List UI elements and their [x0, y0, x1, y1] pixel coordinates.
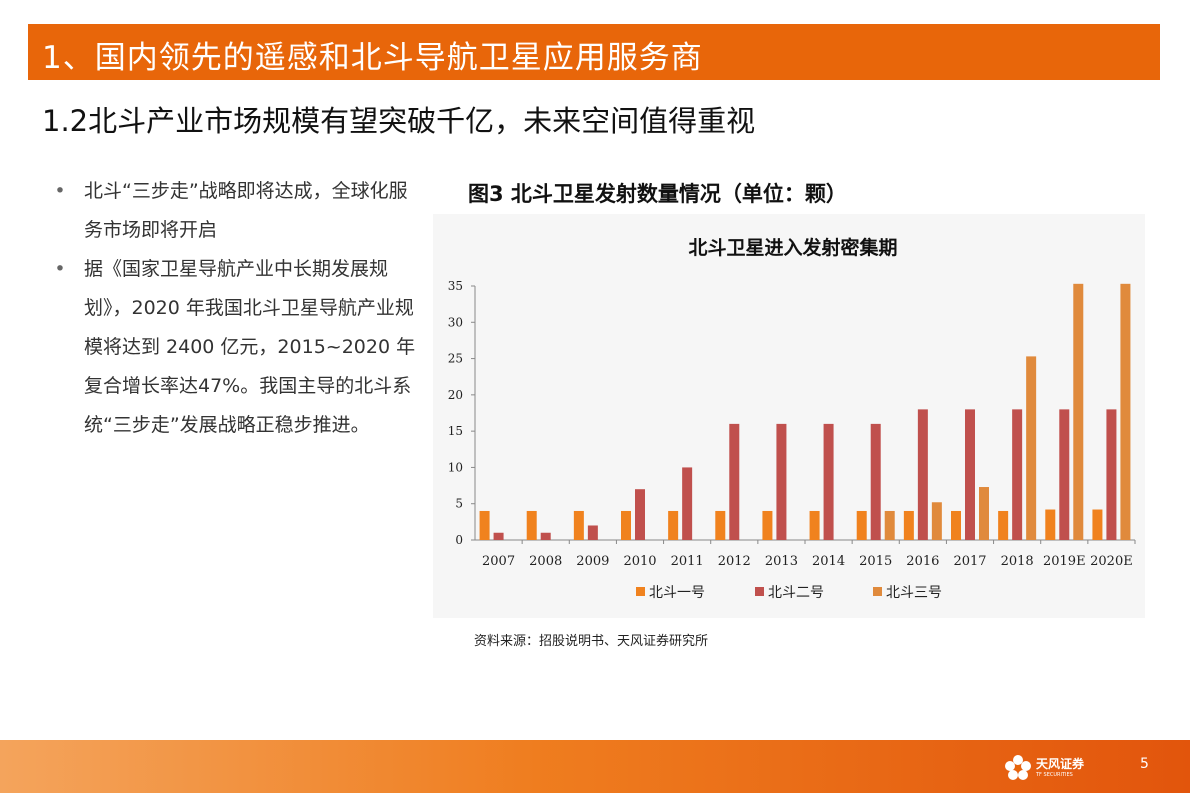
legend-label: 北斗一号: [649, 585, 705, 601]
y-tick-label: 5: [455, 497, 463, 511]
logo-text: 天风证券: [1036, 757, 1085, 771]
bar-北斗一号: [526, 510, 537, 540]
bar-北斗一号: [856, 510, 867, 540]
bar-北斗三号: [979, 487, 989, 540]
legend-label: 北斗三号: [886, 585, 942, 601]
chart-panel: 北斗卫星进入发射密集期 0 5 10 15 20 25 30 35 2007 2008 2009 20…: [433, 214, 1145, 618]
bar-北斗一号: [668, 510, 679, 540]
bar-北斗一号: [1092, 509, 1103, 540]
bullet-text: 北斗“三步走”战略即将达成，全球化服务市场即将开启: [84, 180, 408, 241]
bar-北斗一号: [903, 510, 914, 540]
x-tick-label: 2016: [906, 554, 939, 569]
bar-北斗一号: [998, 510, 1009, 540]
y-tick-label: 25: [448, 352, 463, 366]
footer-bar: [0, 740, 1190, 793]
bullet-item: • 据《国家卫星导航产业中长期发展规划》，2020 年我国北斗卫星导航产业规模将…: [50, 250, 420, 445]
x-tick-label: 2009: [576, 554, 609, 569]
bar-北斗二号: [776, 423, 787, 540]
bar-北斗二号: [870, 423, 881, 540]
bar-北斗二号: [965, 409, 975, 540]
x-tick-label: 2008: [529, 554, 562, 569]
x-tick-label: 2017: [953, 554, 986, 569]
y-tick-label: 35: [448, 279, 463, 293]
bar-北斗一号: [715, 510, 726, 540]
company-logo: 天风证券 TF SECURITIES: [1002, 752, 1098, 784]
page-title: 1、国内领先的遥感和北斗导航卫星应用服务商: [42, 40, 703, 76]
bar-北斗二号: [823, 423, 834, 540]
bullet-list: • 北斗“三步走”战略即将达成，全球化服务市场即将开启 • 据《国家卫星导航产业…: [50, 172, 420, 445]
bar-北斗三号: [884, 510, 895, 540]
x-tick-label: 2020E: [1090, 554, 1133, 569]
flower-logo-icon: [1005, 755, 1031, 780]
legend-swatch: [755, 587, 764, 596]
bullet-dot: •: [54, 180, 66, 202]
source-note: 资料来源：招股说明书、天风证券研究所: [474, 634, 709, 649]
bar-北斗二号: [540, 532, 551, 540]
logo-subtext: TF SECURITIES: [1036, 772, 1073, 778]
bar-北斗一号: [621, 510, 631, 540]
chart-title: 北斗卫星进入发射密集期: [688, 236, 897, 259]
bullet-text: 据《国家卫星导航产业中长期发展规划》，2020 年我国北斗卫星导航产业规模将达到…: [84, 258, 416, 436]
x-tick-label: 2012: [718, 554, 751, 569]
x-tick-label: 2015: [859, 554, 892, 569]
legend-swatch: [873, 587, 882, 596]
bar-北斗二号: [917, 409, 928, 540]
bar-北斗三号: [1120, 283, 1131, 540]
bar-北斗一号: [479, 510, 490, 540]
bar-北斗二号: [1059, 409, 1070, 540]
bar-chart: 北斗卫星进入发射密集期 0 5 10 15 20 25 30 35 2007 2008 2009 20…: [448, 236, 1136, 601]
bar-北斗三号: [931, 502, 942, 540]
x-tick-label: 2007: [482, 554, 515, 569]
bar-北斗一号: [951, 510, 961, 540]
x-tick-label: 2014: [812, 554, 845, 569]
y-tick-label: 20: [448, 388, 463, 402]
legend-label: 北斗二号: [768, 585, 824, 601]
bar-北斗三号: [1073, 283, 1084, 540]
legend-swatch: [636, 587, 645, 596]
bar-北斗二号: [682, 467, 693, 540]
y-tick-label: 0: [455, 533, 463, 547]
x-tick-label: 2013: [765, 554, 798, 569]
page-number: 5: [1140, 756, 1149, 772]
bullet-item: • 北斗“三步走”战略即将达成，全球化服务市场即将开启: [50, 172, 420, 250]
bar-北斗一号: [809, 510, 820, 540]
bar-北斗二号: [587, 525, 598, 540]
y-tick-label: 10: [448, 460, 463, 474]
bar-北斗二号: [635, 489, 645, 540]
y-tick-label: 30: [448, 315, 463, 329]
bar-北斗一号: [1045, 509, 1056, 540]
figure-caption: 图3 北斗卫星发射数量情况（单位：颗）: [468, 182, 847, 206]
bar-北斗二号: [493, 532, 504, 540]
bar-北斗二号: [1106, 409, 1117, 540]
bar-北斗二号: [729, 423, 740, 540]
title-bar: 1、国内领先的遥感和北斗导航卫星应用服务商: [28, 24, 1160, 80]
x-tick-label: 2018: [1001, 554, 1034, 569]
bar-北斗一号: [573, 510, 584, 540]
page-subtitle: 1.2北斗产业市场规模有望突破千亿，未来空间值得重视: [42, 104, 756, 138]
x-tick-label: 2011: [671, 554, 704, 569]
bar-北斗一号: [762, 510, 773, 540]
bullet-dot: •: [54, 258, 66, 280]
y-tick-label: 15: [448, 424, 463, 438]
bar-北斗二号: [1012, 409, 1023, 540]
x-tick-label: 2019E: [1043, 554, 1086, 569]
bar-北斗三号: [1026, 356, 1037, 540]
x-tick-label: 2010: [623, 554, 656, 569]
